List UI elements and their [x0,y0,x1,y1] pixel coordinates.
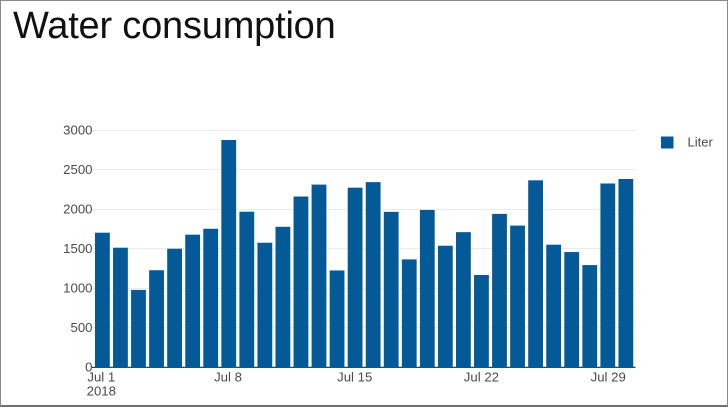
svg-text:2500: 2500 [63,162,92,177]
svg-text:Jul 22: Jul 22 [464,369,499,384]
svg-text:500: 500 [70,320,92,335]
svg-text:Jul 15: Jul 15 [337,369,372,384]
svg-text:2018: 2018 [87,384,116,399]
svg-text:Jul 1: Jul 1 [87,369,115,384]
svg-text:Jul 8: Jul 8 [214,369,242,384]
svg-text:Jul 29: Jul 29 [591,369,626,384]
svg-text:3000: 3000 [63,123,92,138]
svg-text:2000: 2000 [63,202,92,217]
svg-text:Liter: Liter [688,135,714,150]
svg-text:0: 0 [85,360,92,375]
svg-text:1500: 1500 [63,241,92,256]
svg-text:1000: 1000 [63,281,92,296]
